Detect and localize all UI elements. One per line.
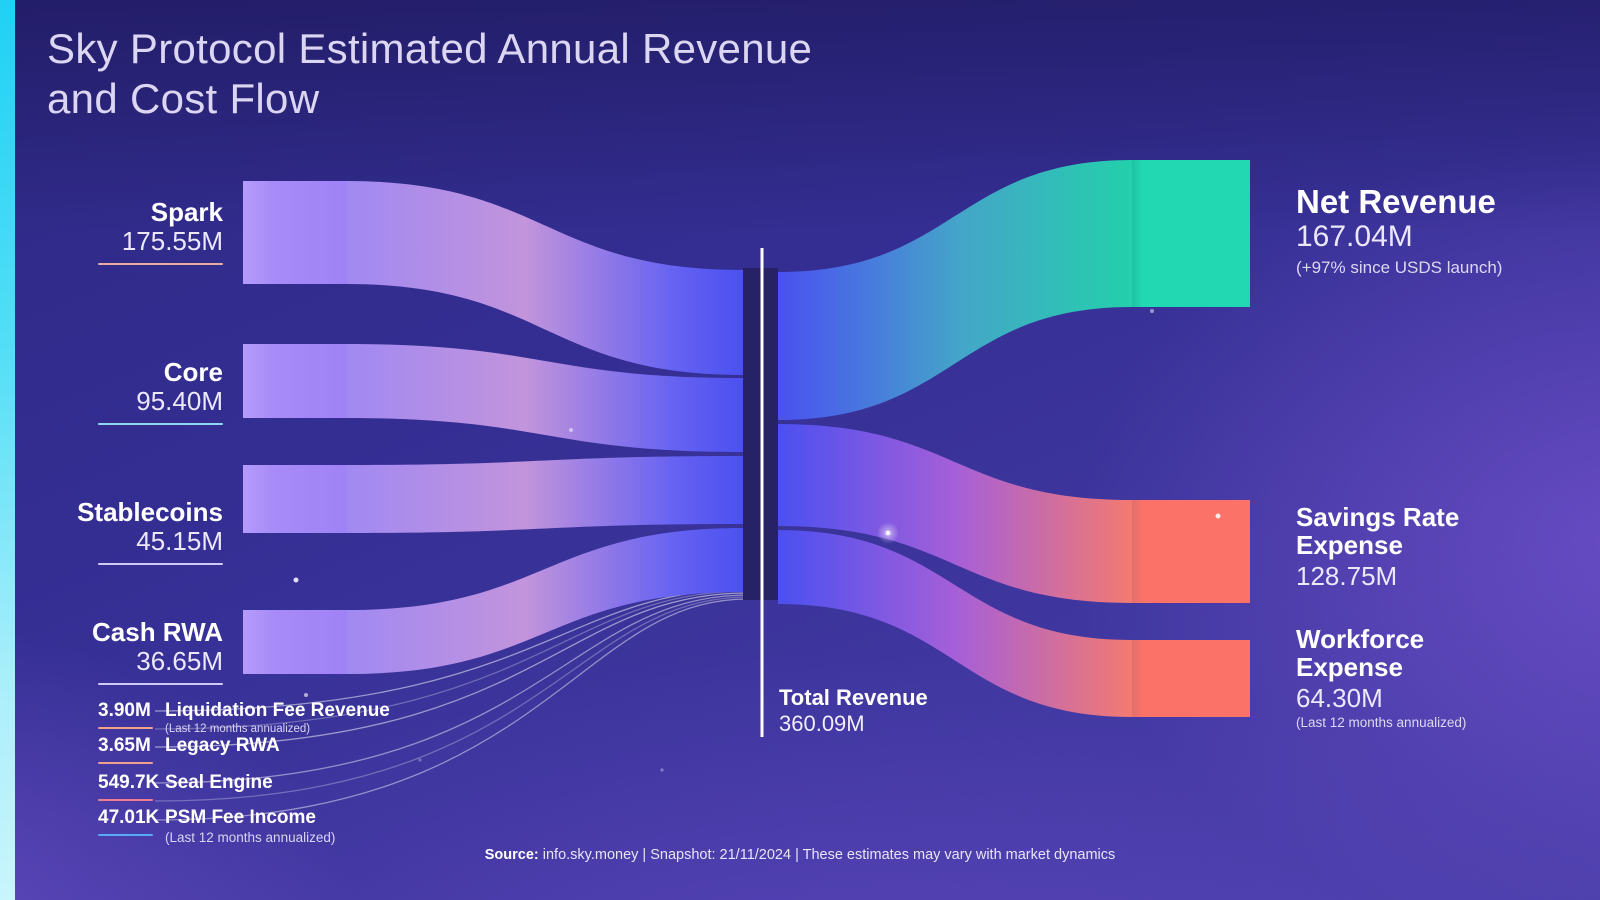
minor-value: 549.7K — [98, 772, 160, 793]
output-value: 167.04M — [1296, 220, 1413, 253]
label-savings-rate-expense: Savings Rate Expense 128.75M — [1296, 503, 1471, 591]
flow-net-revenue — [778, 160, 1132, 420]
row-legacy-rwa: 3.65M Legacy RWA — [98, 735, 280, 764]
node-savings-rate-expense — [1132, 500, 1250, 603]
node-net-revenue — [1132, 160, 1250, 307]
minor-value: 3.65M — [98, 735, 151, 756]
output-note: (+97% since USDS launch) — [1296, 258, 1503, 277]
minor-label: Seal Engine — [165, 772, 273, 793]
footer-source-label: Source: — [484, 847, 539, 863]
label-cash-rwa: Cash RWA 36.65M — [20, 618, 223, 685]
row-liquidation-fee: 3.90M Liquidation Fee Revenue (Last 12 m… — [98, 700, 390, 736]
footer-text: info.sky.money | Snapshot: 21/11/2024 | … — [538, 847, 1116, 863]
node-cash-rwa — [243, 610, 347, 674]
node-workforce-expense — [1132, 640, 1250, 717]
node-spark — [243, 181, 347, 284]
source-value: 45.15M — [136, 526, 223, 556]
underline — [98, 834, 153, 836]
label-stablecoins: Stablecoins 45.15M — [20, 498, 223, 565]
title-line-2: and Cost Flow — [47, 75, 320, 122]
flow-core — [347, 344, 743, 452]
source-name: Cash RWA — [92, 617, 223, 647]
underline — [98, 563, 223, 565]
underline — [98, 683, 223, 685]
output-flows — [778, 160, 1132, 717]
source-nodes — [243, 181, 347, 674]
flow-savings-rate — [778, 424, 1132, 603]
minor-note: (Last 12 months annualized) — [165, 830, 336, 845]
minor-value: 47.01K — [98, 807, 160, 828]
output-value: 128.75M — [1296, 561, 1398, 591]
minor-label: Liquidation Fee Revenue — [165, 700, 390, 721]
title-line-1: Sky Protocol Estimated Annual Revenue — [47, 25, 813, 72]
source-name: Spark — [150, 197, 223, 227]
node-stablecoins — [243, 465, 347, 533]
label-workforce-expense: Workforce Expense 64.30M (Last 12 months… — [1296, 625, 1471, 731]
source-value: 95.40M — [136, 386, 223, 416]
label-total-revenue: Total Revenue 360.09M — [779, 685, 928, 737]
total-revenue-marker-line — [760, 248, 764, 737]
underline — [98, 762, 153, 764]
output-name: Savings Rate Expense — [1296, 502, 1460, 560]
flow-workforce — [778, 530, 1132, 717]
underline — [98, 799, 153, 801]
source-value: 175.55M — [121, 226, 223, 256]
source-flows — [347, 181, 743, 674]
flow-cash-rwa — [347, 528, 743, 674]
underline — [98, 423, 223, 425]
label-net-revenue: Net Revenue 167.04M (+97% since USDS lau… — [1296, 183, 1502, 279]
minor-flow-lines — [154, 588, 749, 821]
minor-note: (Last 12 months annualized) — [165, 723, 311, 735]
underline — [98, 263, 223, 265]
output-note: (Last 12 months annualized) — [1296, 715, 1467, 730]
output-nodes — [1132, 160, 1250, 717]
minor-label: PSM Fee Income — [165, 807, 316, 828]
row-seal-engine: 549.7K Seal Engine — [98, 772, 273, 801]
source-name: Core — [163, 357, 223, 387]
left-accent-strip — [0, 0, 15, 900]
page-title: Sky Protocol Estimated Annual Revenue an… — [47, 24, 812, 124]
source-value: 36.65M — [136, 646, 223, 676]
source-name: Stablecoins — [77, 497, 223, 527]
output-name: Net Revenue — [1296, 183, 1496, 220]
sparkle-dots — [293, 309, 1221, 772]
output-name: Workforce Expense — [1296, 624, 1425, 682]
flow-stablecoins — [347, 456, 743, 533]
minor-label: Legacy RWA — [165, 735, 280, 756]
flow-spark — [347, 181, 743, 375]
label-core: Core 95.40M — [20, 358, 223, 425]
minor-value: 3.90M — [98, 700, 151, 721]
output-value: 64.30M — [1296, 683, 1383, 713]
label-spark: Spark 175.55M — [20, 198, 223, 265]
underline — [98, 727, 153, 729]
footer-source-note: Source: info.sky.money | Snapshot: 21/11… — [0, 847, 1600, 863]
row-psm-fee-income: 47.01K PSM Fee Income (Last 12 months an… — [98, 807, 335, 846]
node-core — [243, 344, 347, 418]
center-value: 360.09M — [779, 711, 865, 736]
center-name: Total Revenue — [779, 685, 928, 710]
